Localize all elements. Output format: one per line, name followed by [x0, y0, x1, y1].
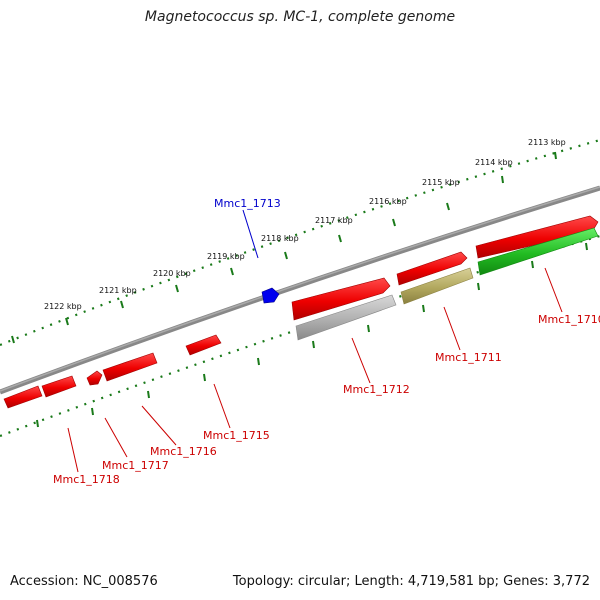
inner-ruler-ticks — [36, 242, 588, 428]
ruler-label: 2115 kbp — [422, 178, 460, 187]
gene-forward-arrow[interactable] — [291, 277, 391, 321]
gene-forward-arrow[interactable] — [396, 251, 468, 286]
gene-label: Mmc1_1710 — [538, 313, 600, 326]
gene-Mmc1_1711[interactable] — [400, 267, 474, 305]
ruler-label: 2122 kbp — [44, 302, 82, 311]
gene-Mmc1_1710[interactable] — [477, 227, 599, 276]
gene-label: Mmc1_1711 — [435, 351, 502, 364]
gene-label: Mmc1_1717 — [102, 459, 169, 472]
gene-label: Mmc1_1713 — [214, 197, 281, 210]
gene-Mmc1_1718[interactable] — [3, 385, 43, 409]
gene-small-forward[interactable] — [41, 375, 77, 398]
gene-Mmc1_1716[interactable] — [102, 352, 158, 382]
gene-Mmc1_1717[interactable] — [86, 370, 103, 386]
genome-backbone — [0, 185, 600, 395]
gene-Mmc1_1710-forward[interactable] — [475, 215, 599, 259]
ruler-label: 2118 kbp — [261, 234, 299, 243]
ruler-label: 2119 kbp — [207, 252, 245, 261]
ruler-label: 2117 kbp — [315, 216, 353, 225]
gene-labels: Mmc1_1713 Mmc1_1710 Mmc1_1711 Mmc1_1712 … — [53, 197, 600, 486]
inner-ruler-dots — [0, 234, 600, 438]
gene-label: Mmc1_1715 — [203, 429, 270, 442]
ruler-label: 2114 kbp — [475, 158, 513, 167]
ruler-label: 2120 kbp — [153, 269, 191, 278]
label-leaders — [67, 209, 563, 473]
outer-ruler-ticks — [11, 151, 557, 344]
gene-Mmc1_1713[interactable] — [261, 287, 280, 304]
gene-label: Mmc1_1716 — [150, 445, 217, 458]
gene-Mmc1_1715[interactable] — [185, 334, 222, 356]
ruler-label: 2121 kbp — [99, 286, 137, 295]
gene-Mmc1_1712[interactable] — [295, 294, 397, 341]
gene-label: Mmc1_1712 — [343, 383, 410, 396]
ruler-labels: 2113 kbp 2114 kbp 2115 kbp 2116 kbp 2117… — [44, 138, 566, 311]
genome-summary-text: Topology: circular; Length: 4,719,581 bp… — [232, 574, 590, 589]
accession-text: Accession: NC_008576 — [10, 574, 158, 589]
ruler-label: 2116 kbp — [369, 197, 407, 206]
ruler-label: 2113 kbp — [528, 138, 566, 147]
map-title: Magnetococcus sp. MC-1, complete genome — [144, 9, 456, 25]
gene-label: Mmc1_1718 — [53, 473, 120, 486]
